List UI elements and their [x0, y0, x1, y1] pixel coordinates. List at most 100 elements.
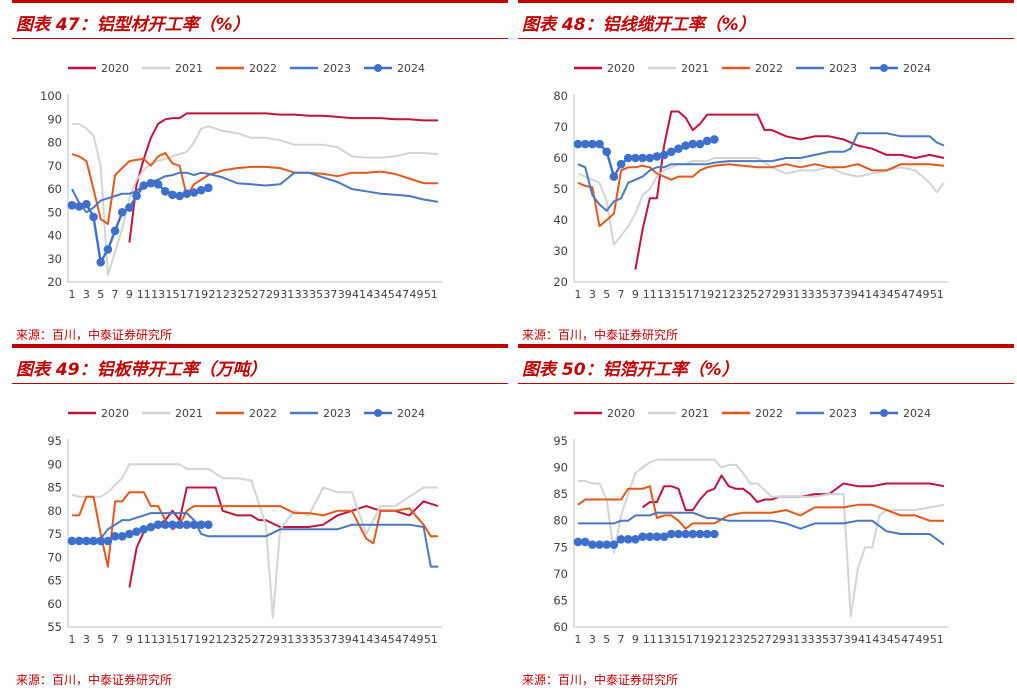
x-tick-label: 9	[126, 288, 133, 301]
y-tick-label: 60	[553, 620, 568, 634]
data-point-2024	[588, 540, 597, 549]
data-point-2024	[602, 147, 612, 157]
series-line-2020	[128, 112, 438, 243]
x-tick-label: 3	[589, 633, 596, 646]
x-tick-label: 43	[872, 633, 886, 646]
data-point-2024	[204, 520, 213, 529]
series-line-2022	[577, 163, 945, 228]
y-tick-label: 85	[553, 487, 568, 501]
data-point-2024	[580, 139, 590, 149]
data-point-2024	[103, 536, 113, 546]
data-point-2024	[688, 139, 698, 149]
series-line-2020	[634, 110, 945, 270]
x-tick-label: 31	[280, 288, 294, 301]
data-point-2024	[595, 139, 604, 149]
x-tick-label: 23	[223, 288, 237, 301]
chart-title: 图表 47：铝型材开工率（%）	[16, 15, 250, 35]
data-point-2024	[168, 190, 177, 200]
data-point-2024	[666, 147, 676, 157]
legend-label-2021: 2021	[175, 62, 203, 75]
x-tick-label: 35	[309, 288, 323, 301]
data-point-2024	[125, 529, 134, 539]
legend-label-2023: 2023	[829, 62, 857, 75]
legend-item-2022: 2022	[722, 62, 783, 75]
x-tick-label: 49	[915, 288, 929, 301]
data-point-2024	[204, 183, 213, 193]
x-tick-label: 19	[700, 288, 714, 301]
legend-label-2021: 2021	[681, 407, 709, 420]
data-point-2024	[710, 529, 719, 539]
y-tick-label: 70	[553, 120, 568, 134]
data-point-2024	[609, 540, 619, 549]
series-line-2021	[71, 463, 438, 619]
data-point-2024	[110, 226, 120, 236]
legend-label-2023: 2023	[829, 407, 857, 420]
x-tick-label: 33	[295, 288, 309, 301]
data-point-2024	[189, 188, 199, 197]
data-point-2024	[588, 139, 597, 149]
x-tick-label: 25	[743, 633, 757, 646]
source-note: 来源：百川，中泰证券研究所	[16, 328, 173, 342]
x-tick-label: 35	[309, 633, 323, 646]
data-point-2024	[631, 153, 640, 163]
legend-item-2020: 2020	[68, 407, 129, 420]
series-line-2021	[72, 122, 439, 276]
x-tick-label: 5	[97, 288, 104, 301]
title-rule	[12, 38, 508, 39]
data-point-2024	[580, 537, 590, 547]
data-point-2024	[573, 537, 583, 547]
data-point-2024	[573, 139, 583, 149]
data-point-2024	[67, 536, 77, 546]
data-point-2024	[681, 141, 690, 150]
legend-item-2024: 2024	[364, 62, 425, 75]
data-point-2024	[89, 212, 98, 222]
x-tick-label: 47	[901, 288, 915, 301]
x-tick-label: 29	[266, 633, 280, 646]
data-point-2024	[125, 203, 134, 212]
y-tick-label: 60	[47, 182, 62, 196]
x-tick-label: 39	[844, 633, 858, 646]
y-tick-label: 70	[553, 567, 568, 581]
legend-label-2024: 2024	[903, 407, 931, 420]
x-tick-label: 35	[815, 288, 829, 301]
y-tick-label: 60	[47, 597, 62, 611]
chart-title: 图表 48：铝线缆开工率（%）	[522, 15, 756, 35]
y-tick-label: 30	[47, 252, 62, 266]
x-tick-label: 11	[643, 633, 657, 646]
legend-label-2020: 2020	[607, 62, 635, 75]
data-point-2024	[132, 191, 141, 201]
data-point-2024	[82, 536, 91, 546]
panel-aluminum-profile: 图表 47：铝型材开工率（%） 2020 2021 2022 2023 2024 20 30…	[12, 0, 508, 346]
data-point-2024	[117, 532, 127, 541]
source-note: 来源：百川，中泰证券研究所	[522, 673, 679, 687]
x-tick-label: 25	[237, 288, 251, 301]
x-tick-label: 33	[801, 633, 815, 646]
x-tick-label: 21	[209, 288, 223, 301]
y-tick-label: 75	[553, 540, 568, 554]
source-note: 来源：百川，中泰证券研究所	[522, 328, 679, 342]
x-tick-label: 17	[180, 633, 194, 646]
x-tick-label: 31	[280, 633, 294, 646]
legend-item-2020: 2020	[574, 407, 635, 420]
x-tick-label: 51	[424, 288, 438, 301]
bottom-rule	[12, 344, 508, 345]
x-tick-label: 7	[618, 633, 625, 646]
y-tick-label: 95	[47, 434, 62, 448]
x-tick-label: 23	[223, 633, 237, 646]
legend-item-2024: 2024	[870, 407, 931, 420]
y-tick-label: 75	[47, 527, 62, 541]
series-line-2020	[128, 486, 439, 588]
data-point-2024	[146, 522, 156, 532]
series-line-2022	[71, 152, 438, 225]
x-tick-label: 45	[887, 288, 901, 301]
data-point-2024	[103, 245, 113, 254]
x-tick-label: 15	[671, 288, 685, 301]
data-point-2024	[623, 153, 633, 163]
legend-item-2024: 2024	[870, 62, 931, 75]
x-tick-label: 51	[930, 288, 944, 301]
x-tick-label: 49	[409, 633, 423, 646]
data-point-2024	[96, 536, 106, 546]
x-tick-label: 31	[786, 633, 800, 646]
legend-item-2021: 2021	[648, 62, 709, 75]
data-point-2024	[659, 150, 669, 160]
